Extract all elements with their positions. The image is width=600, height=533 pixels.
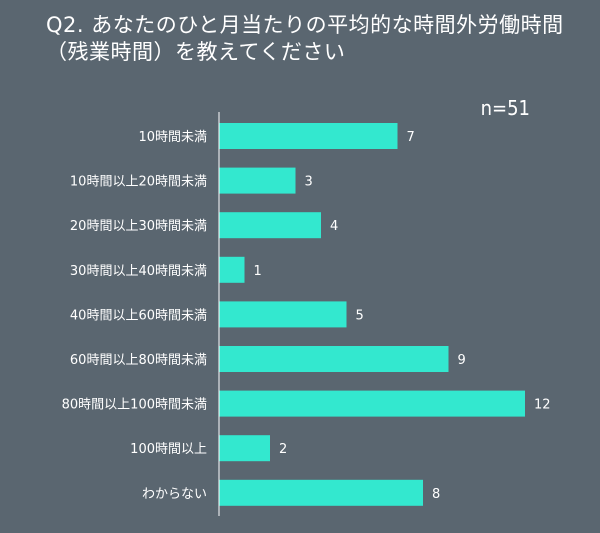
category-label-4: 40時間以上60時間未満: [70, 308, 207, 323]
value-label-7: 2: [279, 442, 287, 457]
value-label-8: 8: [432, 487, 440, 502]
value-label-4: 5: [356, 308, 364, 323]
category-label-5: 60時間以上80時間未満: [70, 353, 207, 368]
category-label-1: 10時間以上20時間未満: [70, 175, 207, 190]
bar-8: [219, 479, 423, 506]
bar-0: [219, 123, 398, 149]
value-label-2: 4: [330, 219, 338, 234]
value-label-1: 3: [305, 175, 313, 190]
category-label-6: 80時間以上100時間未満: [62, 398, 207, 413]
sample-size-label: n=51: [480, 96, 530, 120]
category-label-3: 30時間以上40時間未満: [70, 264, 207, 279]
bar-7: [219, 435, 270, 462]
chart-title: Q2. あなたのひと月当たりの平均的な時間外労働時間（残業時間）を教えてください: [46, 13, 564, 64]
value-label-5: 9: [458, 353, 466, 368]
bar-5: [219, 346, 449, 372]
bar-3: [219, 256, 245, 283]
category-label-0: 10時間未満: [138, 130, 207, 145]
value-label-3: 1: [254, 264, 262, 279]
category-label-7: 100時間以上: [130, 442, 207, 457]
category-label-8: わからない: [142, 487, 207, 502]
category-label-2: 20時間以上30時間未満: [70, 219, 207, 234]
bar-1: [219, 167, 296, 194]
value-label-6: 12: [534, 398, 551, 413]
value-label-0: 7: [407, 130, 415, 145]
bar-2: [219, 212, 321, 239]
bar-4: [219, 301, 347, 328]
bar-6: [219, 390, 525, 417]
